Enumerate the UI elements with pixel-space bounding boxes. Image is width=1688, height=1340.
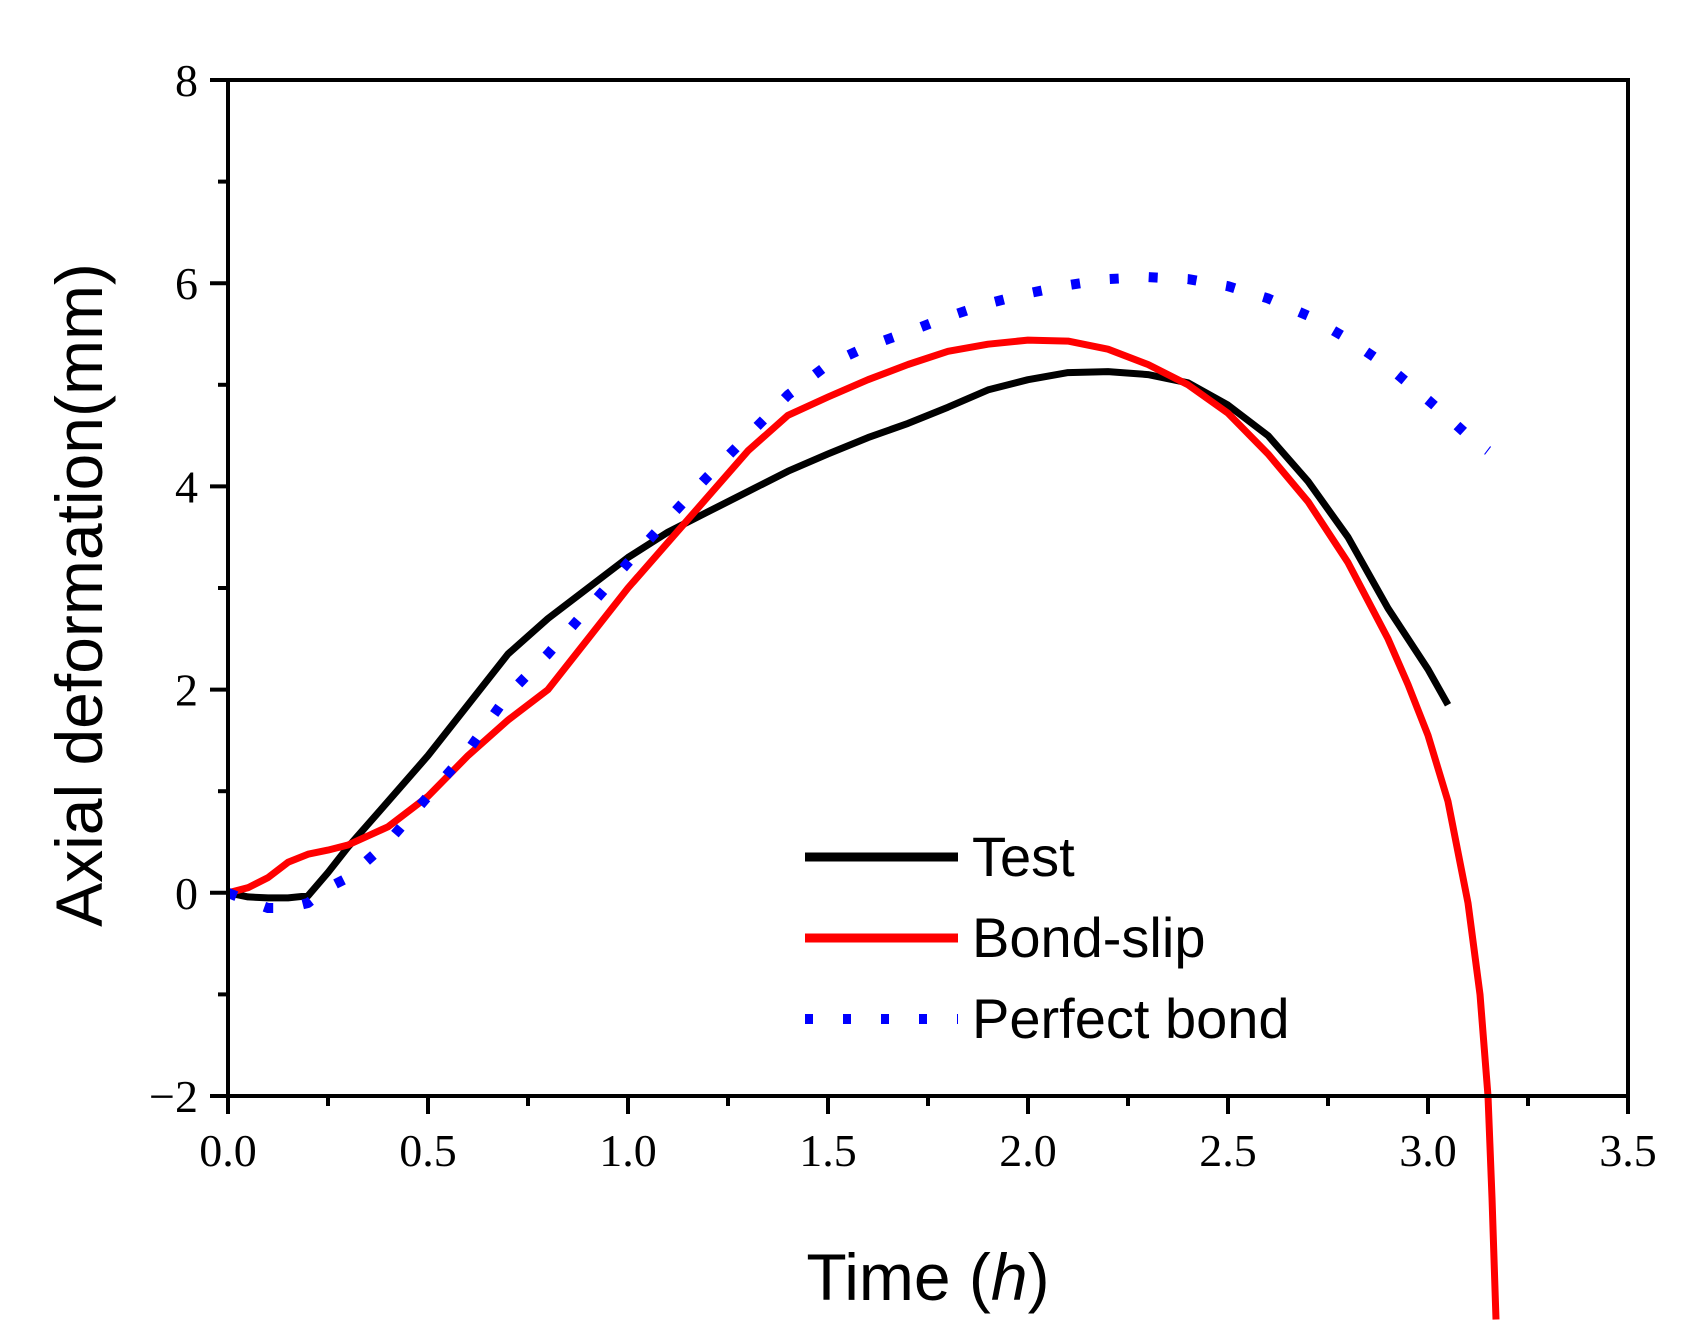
x-tick-label: 0.0 (199, 1125, 257, 1176)
y-axis-ticks (210, 78, 228, 1098)
x-tick-label: 1.5 (799, 1125, 857, 1176)
x-tick-label: 2.5 (1199, 1125, 1257, 1176)
x-axis-title-text: Time (806, 1240, 950, 1314)
x-axis-unit: h (991, 1240, 1028, 1314)
series-layer (228, 272, 1500, 1320)
x-tick-label: 3.5 (1599, 1125, 1657, 1176)
y-tick-label: 6 (175, 258, 198, 309)
y-tick-label: 4 (175, 461, 198, 512)
legend-label-perfect-bond: Perfect bond (972, 987, 1290, 1050)
x-axis-tick-labels: 0.0 0.5 1.0 1.5 2.0 2.5 3.0 3.5 (199, 1125, 1657, 1176)
y-tick-label: −2 (149, 1071, 198, 1122)
y-axis-tick-labels: −2 0 2 4 6 8 (149, 55, 198, 1122)
series-perfect-bond-line (228, 272, 1492, 913)
legend: Test Bond-slip Perfect bond (805, 825, 1290, 1050)
x-tick-label: 0.5 (399, 1125, 457, 1176)
y-tick-label: 8 (175, 55, 198, 106)
x-tick-label: 3.0 (1399, 1125, 1457, 1176)
y-tick-label: 2 (175, 665, 198, 716)
legend-label-bond-slip: Bond-slip (972, 906, 1205, 969)
x-axis-title: Time (h) (806, 1240, 1049, 1314)
x-tick-label: 2.0 (999, 1125, 1057, 1176)
x-tick-label: 1.0 (599, 1125, 657, 1176)
y-tick-label: 0 (175, 868, 198, 919)
y-axis-title: Axial deformation(mm) (42, 263, 116, 927)
series-test-line (228, 368, 1452, 902)
plot-frame (226, 78, 1630, 1098)
legend-label-test: Test (972, 825, 1075, 888)
series-bond-slip-line (228, 336, 1500, 1320)
x-axis-ticks (226, 1096, 1630, 1114)
